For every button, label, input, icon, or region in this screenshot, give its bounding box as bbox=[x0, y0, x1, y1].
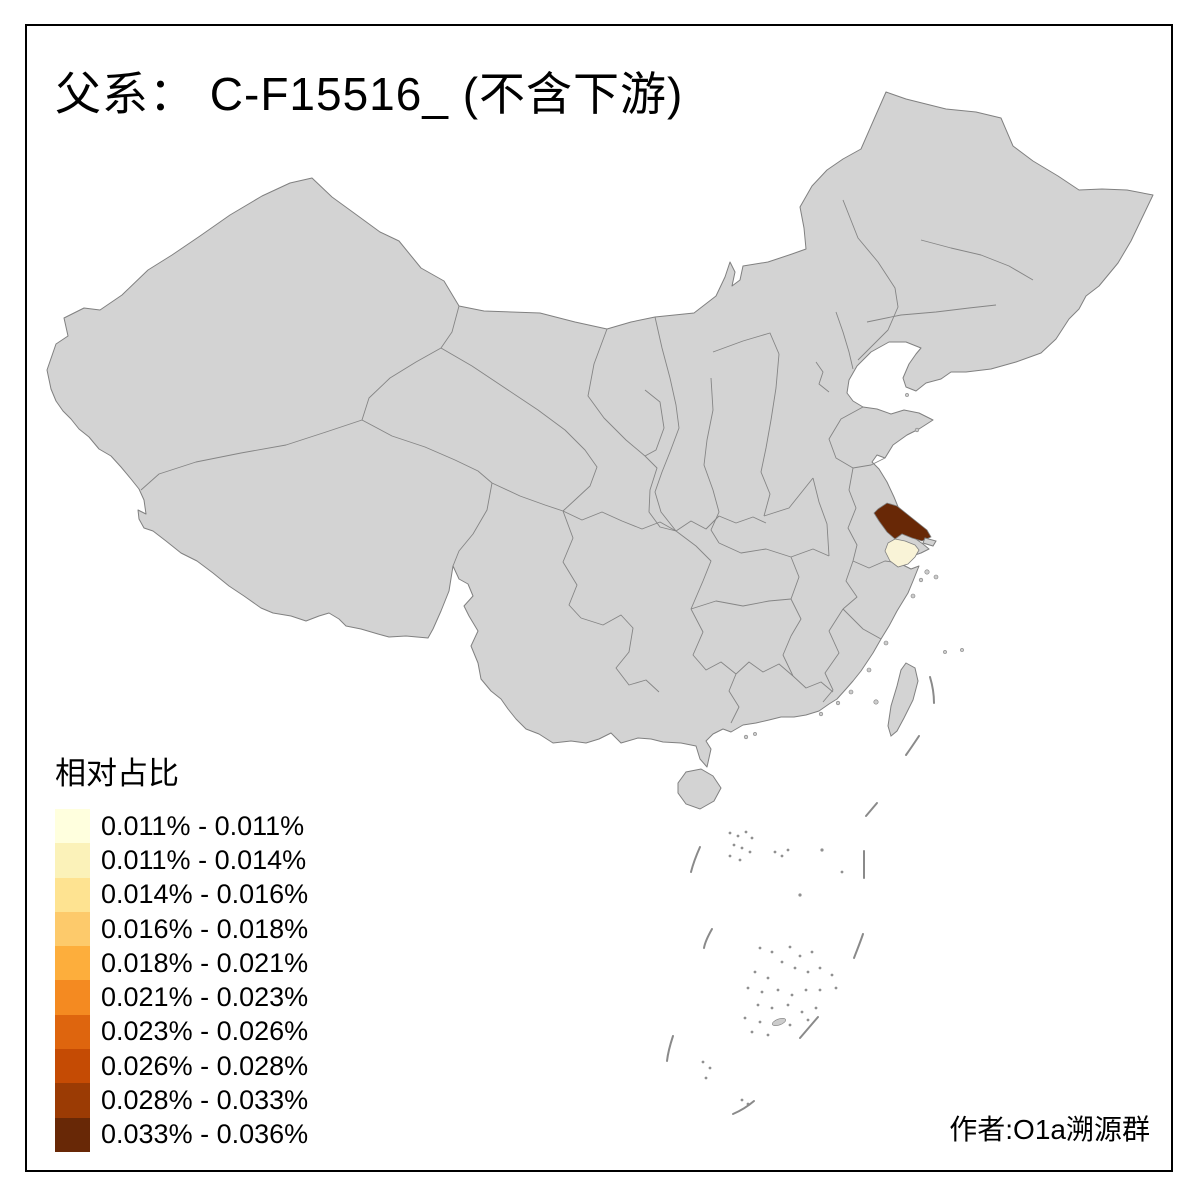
legend-swatch bbox=[55, 1014, 90, 1050]
highest-value-region bbox=[873, 502, 932, 542]
legend-row: 0.014% - 0.016% bbox=[55, 877, 309, 912]
legend-swatch bbox=[55, 809, 90, 844]
legend-label: 0.011% - 0.014% bbox=[101, 844, 307, 875]
province-borders bbox=[140, 199, 1034, 724]
legend-row: 0.021% - 0.023% bbox=[55, 980, 309, 1015]
legend-title: 相对占比 bbox=[55, 756, 179, 791]
legend-swatch bbox=[55, 980, 90, 1015]
legend-row: 0.011% - 0.011% bbox=[55, 809, 308, 844]
attribution-text: 作者:O1a溯源群 bbox=[949, 1114, 1150, 1145]
lowest-value-region bbox=[884, 538, 920, 568]
nine-dash-line bbox=[666, 676, 935, 1115]
data-regions bbox=[873, 502, 932, 568]
legend-label: 0.014% - 0.016% bbox=[101, 879, 309, 910]
legend-swatch bbox=[55, 877, 90, 912]
legend-row: 0.033% - 0.036% bbox=[55, 1117, 309, 1152]
page-title: 父系： C-F15516_ (不含下游) bbox=[55, 68, 684, 120]
coastal-islets bbox=[743, 393, 964, 740]
legend-label: 0.028% - 0.033% bbox=[101, 1085, 309, 1116]
legend-row: 0.028% - 0.033% bbox=[55, 1083, 309, 1118]
legend-swatch bbox=[55, 1083, 90, 1118]
legend-swatch bbox=[55, 1049, 90, 1084]
legend-row: 0.016% - 0.018% bbox=[55, 911, 309, 947]
legend-swatch bbox=[55, 1117, 90, 1152]
hainan-island bbox=[677, 768, 722, 810]
legend-label: 0.026% - 0.028% bbox=[101, 1050, 309, 1081]
china-mainland bbox=[46, 91, 1154, 768]
legend-swatch bbox=[55, 843, 90, 878]
legend-swatch bbox=[55, 911, 90, 947]
legend-row: 0.023% - 0.026% bbox=[55, 1014, 309, 1050]
taiwan-island bbox=[887, 662, 919, 737]
legend-label: 0.023% - 0.026% bbox=[101, 1016, 309, 1047]
chongming-island bbox=[922, 537, 937, 547]
legend-row: 0.026% - 0.028% bbox=[55, 1049, 309, 1084]
legend-label: 0.033% - 0.036% bbox=[101, 1119, 309, 1150]
legend-label: 0.016% - 0.018% bbox=[101, 913, 309, 944]
legend: 相对占比 0.011% - 0.011% 0.011% - 0.014% 0.014… bbox=[55, 748, 308, 1152]
islands bbox=[677, 393, 964, 1106]
legend-swatch bbox=[55, 946, 90, 981]
south-china-sea-islets bbox=[701, 830, 844, 1106]
legend-rows: 0.011% - 0.011% 0.011% - 0.014% 0.014% - 0… bbox=[55, 809, 308, 1152]
legend-label: 0.011% - 0.011% bbox=[101, 810, 305, 841]
legend-row: 0.018% - 0.021% bbox=[55, 946, 309, 981]
legend-label: 0.018% - 0.021% bbox=[101, 947, 309, 978]
legend-row: 0.011% - 0.014% bbox=[55, 843, 308, 878]
legend-label: 0.021% - 0.023% bbox=[101, 982, 309, 1013]
